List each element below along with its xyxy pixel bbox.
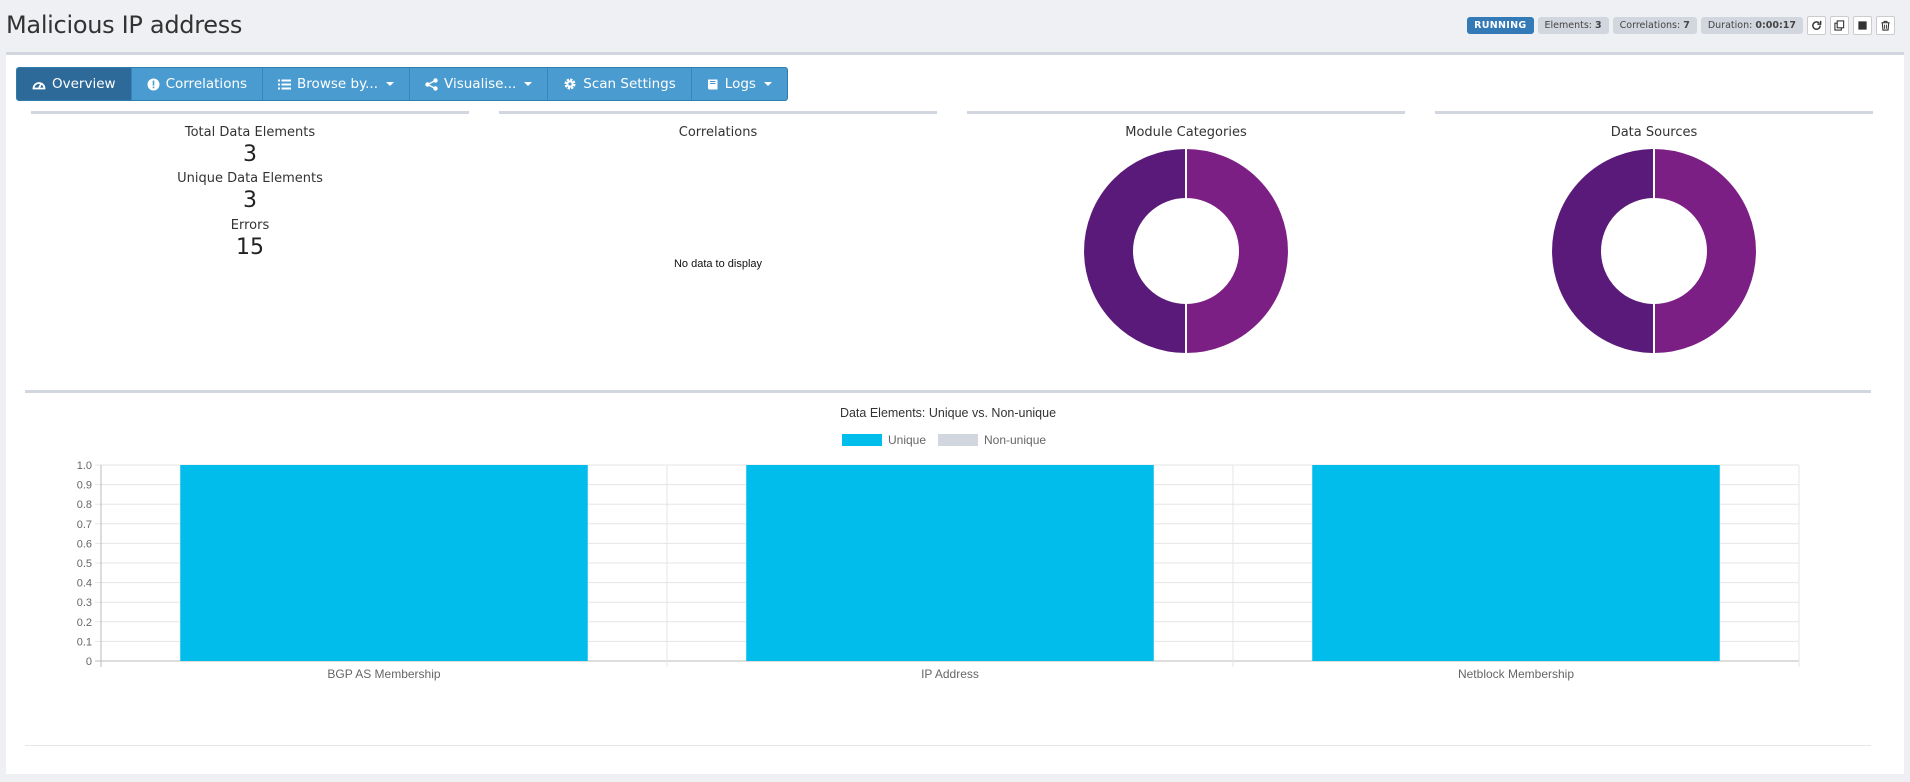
legend-label-0: Unique (888, 433, 926, 447)
correlations-count-label: Correlations: (1619, 20, 1681, 31)
x-tick-label: BGP AS Membership (327, 667, 440, 681)
no-data-message: No data to display (673, 258, 763, 270)
chart-x-axis: BGP AS Membership IP Address Netblock Memb… (327, 667, 1574, 681)
y-tick-label: 0.6 (77, 538, 92, 550)
errors-value: 15 (236, 235, 264, 260)
y-tick-label: 0.1 (77, 636, 92, 648)
page-header: Malicious IP address RUNNING Elements: 3… (0, 0, 1910, 53)
data-sources-slice-2[interactable] (1550, 147, 1655, 355)
y-tick-label: 0.4 (77, 578, 92, 590)
y-tick-label: 0.3 (77, 597, 92, 609)
x-tick-label: Netblock Membership (1458, 667, 1574, 681)
bar-unique-1[interactable] (746, 465, 1154, 661)
chart-legend: Unique Non-unique (842, 433, 1046, 447)
tab-overview-label: Overview (52, 76, 116, 92)
book-icon (707, 79, 718, 89)
unique-data-elements-label: Unique Data Elements (177, 171, 323, 186)
legend-label-1: Non-unique (984, 433, 1046, 447)
share-icon (425, 77, 438, 91)
chart-y-axis: 0 0.1 0.2 0.3 0.4 0.5 0.6 0.7 0.8 0.9 1.0 (77, 460, 92, 668)
data-elements-bar-chart: Data Elements: Unique vs. Non-unique Uni… (77, 406, 1800, 681)
x-tick-label: IP Address (921, 667, 979, 681)
data-sources-donut (1550, 147, 1758, 355)
refresh-button[interactable] (1807, 16, 1826, 35)
chevron-down-icon (763, 82, 772, 86)
chart-title: Data Elements: Unique vs. Non-unique (840, 406, 1056, 420)
correlations-count-badge: Correlations: 7 (1612, 17, 1697, 34)
trash-icon (1881, 20, 1890, 31)
data-elements-chart-card: Data Elements: Unique vs. Non-unique Uni… (25, 390, 1871, 746)
browse-by-dropdown[interactable]: Browse by... (263, 68, 411, 100)
data-sources-card: Data Sources (1435, 111, 1873, 355)
y-tick-label: 1.0 (77, 460, 92, 472)
tab-overview[interactable]: Overview (17, 68, 132, 100)
status-badge: RUNNING (1467, 17, 1534, 34)
visualise-label: Visualise... (444, 76, 517, 92)
module-categories-card: Module Categories (967, 111, 1405, 355)
visualise-dropdown[interactable]: Visualise... (410, 68, 549, 100)
correlations-card-title: Correlations (678, 125, 758, 140)
module-categories-slice-1[interactable] (1185, 147, 1290, 355)
module-categories-slice-2[interactable] (1082, 147, 1187, 355)
exclamation-circle-icon (147, 78, 160, 90)
bar-unique-0[interactable] (180, 465, 588, 661)
tab-correlations[interactable]: Correlations (132, 68, 264, 100)
stop-icon (1858, 21, 1867, 30)
legend-swatch-0 (842, 434, 882, 446)
legend-swatch-1 (938, 434, 978, 446)
errors-label: Errors (230, 218, 270, 233)
y-tick-label: 0.8 (77, 499, 92, 511)
duration-badge: Duration: 0:00:17 (1700, 17, 1803, 34)
correlations-card: Correlations No data to display (499, 111, 937, 341)
y-tick-label: 0.7 (77, 519, 92, 531)
elements-count-value: 3 (1595, 20, 1602, 31)
refresh-icon (1812, 20, 1822, 30)
dashboard-icon (32, 82, 46, 90)
bar-unique-2[interactable] (1312, 465, 1720, 661)
tab-scan-settings-label: Scan Settings (583, 76, 676, 92)
summary-card: Total Data Elements 3 Unique Data Elemen… (31, 111, 469, 341)
data-sources-slice-1[interactable] (1653, 147, 1758, 355)
chevron-down-icon (524, 82, 533, 86)
data-sources-title: Data Sources (1610, 125, 1698, 140)
y-tick-label: 0 (86, 656, 92, 668)
total-data-elements-value: 3 (243, 142, 257, 167)
chevron-down-icon (386, 82, 395, 86)
total-data-elements-label: Total Data Elements (184, 125, 316, 140)
unique-data-elements-value: 3 (243, 188, 257, 213)
browse-by-label: Browse by... (297, 76, 379, 92)
list-icon (278, 79, 292, 89)
tab-scan-settings[interactable]: Scan Settings (548, 68, 692, 100)
elements-count-label: Elements: (1544, 20, 1592, 31)
gear-icon (564, 78, 576, 90)
module-categories-donut (1082, 147, 1290, 355)
elements-count-badge: Elements: 3 (1537, 17, 1609, 34)
y-tick-label: 0.5 (77, 558, 92, 570)
duration-label: Duration: (1707, 20, 1753, 31)
tab-correlations-label: Correlations (165, 76, 248, 92)
delete-scan-button[interactable] (1876, 16, 1895, 35)
clone-icon (1834, 20, 1845, 31)
y-tick-label: 0.2 (77, 617, 92, 629)
logs-dropdown[interactable]: Logs (692, 68, 787, 100)
scan-nav-toolbar: Overview Correlations Browse by... Visua… (16, 67, 788, 101)
duration-value: 0:00:17 (1755, 20, 1796, 31)
page-title: Malicious IP address (6, 11, 243, 39)
stop-scan-button[interactable] (1853, 16, 1872, 35)
scan-status-bar: RUNNING Elements: 3 Correlations: 7 Dura… (1467, 16, 1895, 35)
correlations-count-value: 7 (1683, 20, 1690, 31)
chart-bars (180, 465, 1720, 661)
module-categories-title: Module Categories (1125, 125, 1247, 140)
clone-scan-button[interactable] (1830, 16, 1849, 35)
logs-label: Logs (724, 76, 756, 92)
y-tick-label: 0.9 (77, 480, 92, 492)
